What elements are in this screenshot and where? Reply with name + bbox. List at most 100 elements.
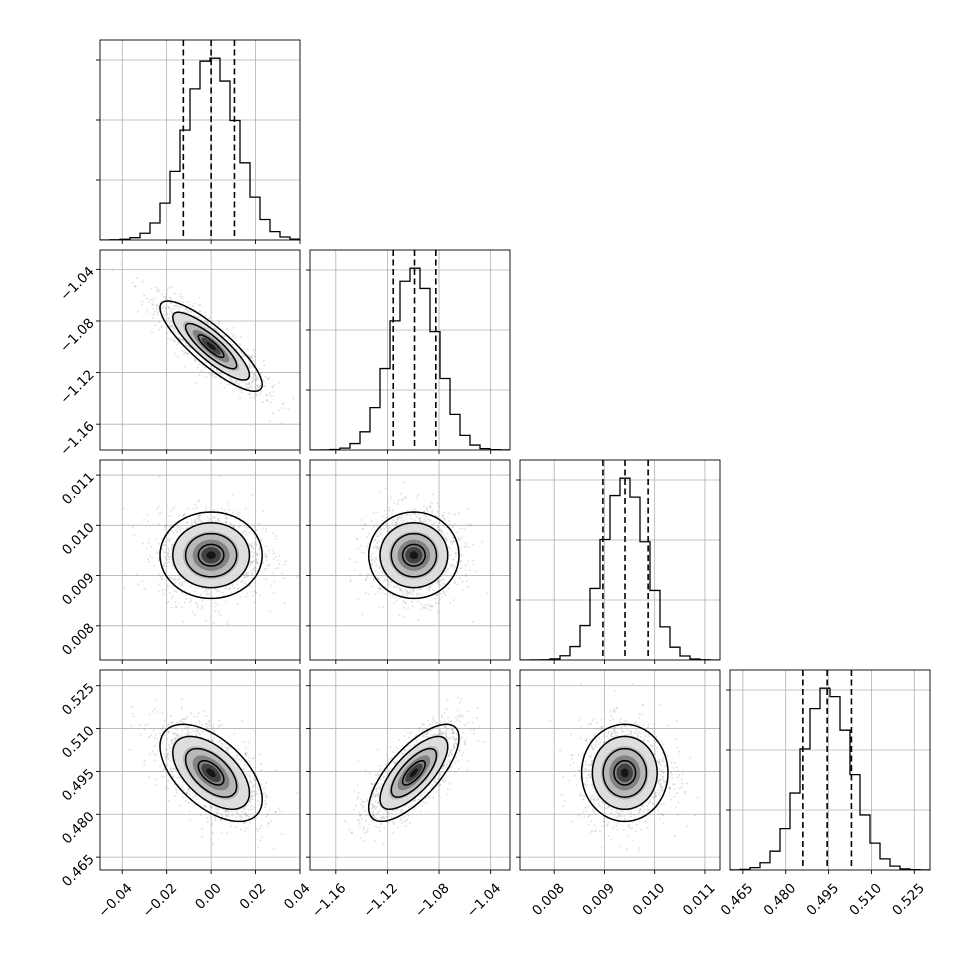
sample-point xyxy=(226,588,229,591)
sample-point xyxy=(178,514,181,517)
sample-point xyxy=(249,584,252,587)
sample-point xyxy=(399,492,402,495)
sample-point xyxy=(377,540,380,543)
sample-point xyxy=(375,546,378,549)
sample-point xyxy=(174,606,177,609)
sample-point xyxy=(163,544,165,547)
sample-point xyxy=(387,524,390,527)
sample-point xyxy=(255,557,258,560)
sample-point xyxy=(156,311,159,314)
sample-point xyxy=(450,541,453,544)
sample-point xyxy=(177,733,179,736)
sample-point xyxy=(371,558,374,561)
sample-point xyxy=(390,596,393,599)
sample-point xyxy=(414,514,417,516)
sample-point xyxy=(459,560,462,563)
sample-point xyxy=(193,795,196,798)
sample-point xyxy=(173,336,176,339)
sample-point xyxy=(112,269,115,272)
sample-point xyxy=(170,325,173,328)
sample-point xyxy=(258,546,261,549)
sample-point xyxy=(249,564,252,567)
sample-point xyxy=(426,507,429,510)
sample-point xyxy=(419,608,422,611)
sample-point xyxy=(251,590,254,593)
sample-point xyxy=(438,583,441,586)
sample-point xyxy=(255,554,258,557)
sample-point xyxy=(170,301,173,304)
panel-content xyxy=(310,460,510,660)
y-tick-label: −1.12 xyxy=(57,367,98,408)
sample-point xyxy=(419,588,422,591)
sample-point xyxy=(252,795,255,798)
sample-point xyxy=(296,576,299,579)
sample-point xyxy=(437,611,440,614)
sample-point xyxy=(196,517,199,520)
sample-point xyxy=(199,310,202,313)
sample-point xyxy=(245,383,248,386)
sample-point xyxy=(228,383,231,386)
sample-point xyxy=(227,504,230,507)
sample-point xyxy=(272,591,275,594)
sample-point xyxy=(161,578,164,581)
sample-point xyxy=(186,352,189,355)
sample-point xyxy=(357,597,360,600)
sample-point xyxy=(182,515,185,518)
sample-point xyxy=(385,523,388,526)
sample-point xyxy=(378,565,381,568)
sample-point xyxy=(250,545,253,547)
sample-point xyxy=(442,524,445,527)
sample-point xyxy=(472,543,475,546)
sample-point xyxy=(361,613,364,616)
sample-point xyxy=(411,600,413,603)
sample-point xyxy=(422,605,425,608)
sample-point xyxy=(436,526,439,529)
sample-point xyxy=(266,378,269,381)
sample-point xyxy=(451,541,454,543)
sample-point xyxy=(272,558,275,561)
sample-point xyxy=(253,601,256,604)
sample-point xyxy=(392,586,395,589)
sample-point xyxy=(265,393,268,396)
sample-point xyxy=(232,511,234,514)
sample-point xyxy=(255,393,258,396)
sample-point xyxy=(145,311,148,313)
sample-point xyxy=(194,518,197,521)
sample-point xyxy=(249,776,252,778)
sample-point xyxy=(174,731,177,734)
sample-point xyxy=(225,520,228,523)
sample-point xyxy=(160,511,163,514)
panel-content xyxy=(520,460,720,660)
sample-point xyxy=(417,588,420,591)
sample-point xyxy=(399,587,402,590)
sample-point xyxy=(248,392,251,395)
sample-point xyxy=(183,352,186,355)
sample-point xyxy=(197,519,200,522)
sample-point xyxy=(216,808,218,811)
sample-point xyxy=(172,327,175,330)
sample-point xyxy=(258,594,261,597)
sample-point xyxy=(147,560,150,563)
sample-point xyxy=(201,724,204,727)
sample-point xyxy=(156,305,159,308)
sample-point xyxy=(168,540,171,542)
sample-point xyxy=(221,742,224,745)
sample-point xyxy=(196,506,199,509)
sample-point xyxy=(244,583,247,585)
sample-point xyxy=(203,590,206,593)
sample-point xyxy=(185,799,187,802)
sample-point xyxy=(139,733,142,736)
panel-frame xyxy=(99,39,301,241)
sample-point xyxy=(367,542,370,545)
sample-point xyxy=(393,585,396,588)
sample-point xyxy=(271,386,274,389)
sample-point xyxy=(163,295,166,298)
sample-point xyxy=(253,372,256,375)
sample-point xyxy=(370,519,373,522)
sample-point xyxy=(240,759,243,762)
sample-point xyxy=(247,532,250,535)
sample-point xyxy=(185,344,188,347)
sample-point xyxy=(465,579,468,582)
sample-point xyxy=(165,565,168,568)
